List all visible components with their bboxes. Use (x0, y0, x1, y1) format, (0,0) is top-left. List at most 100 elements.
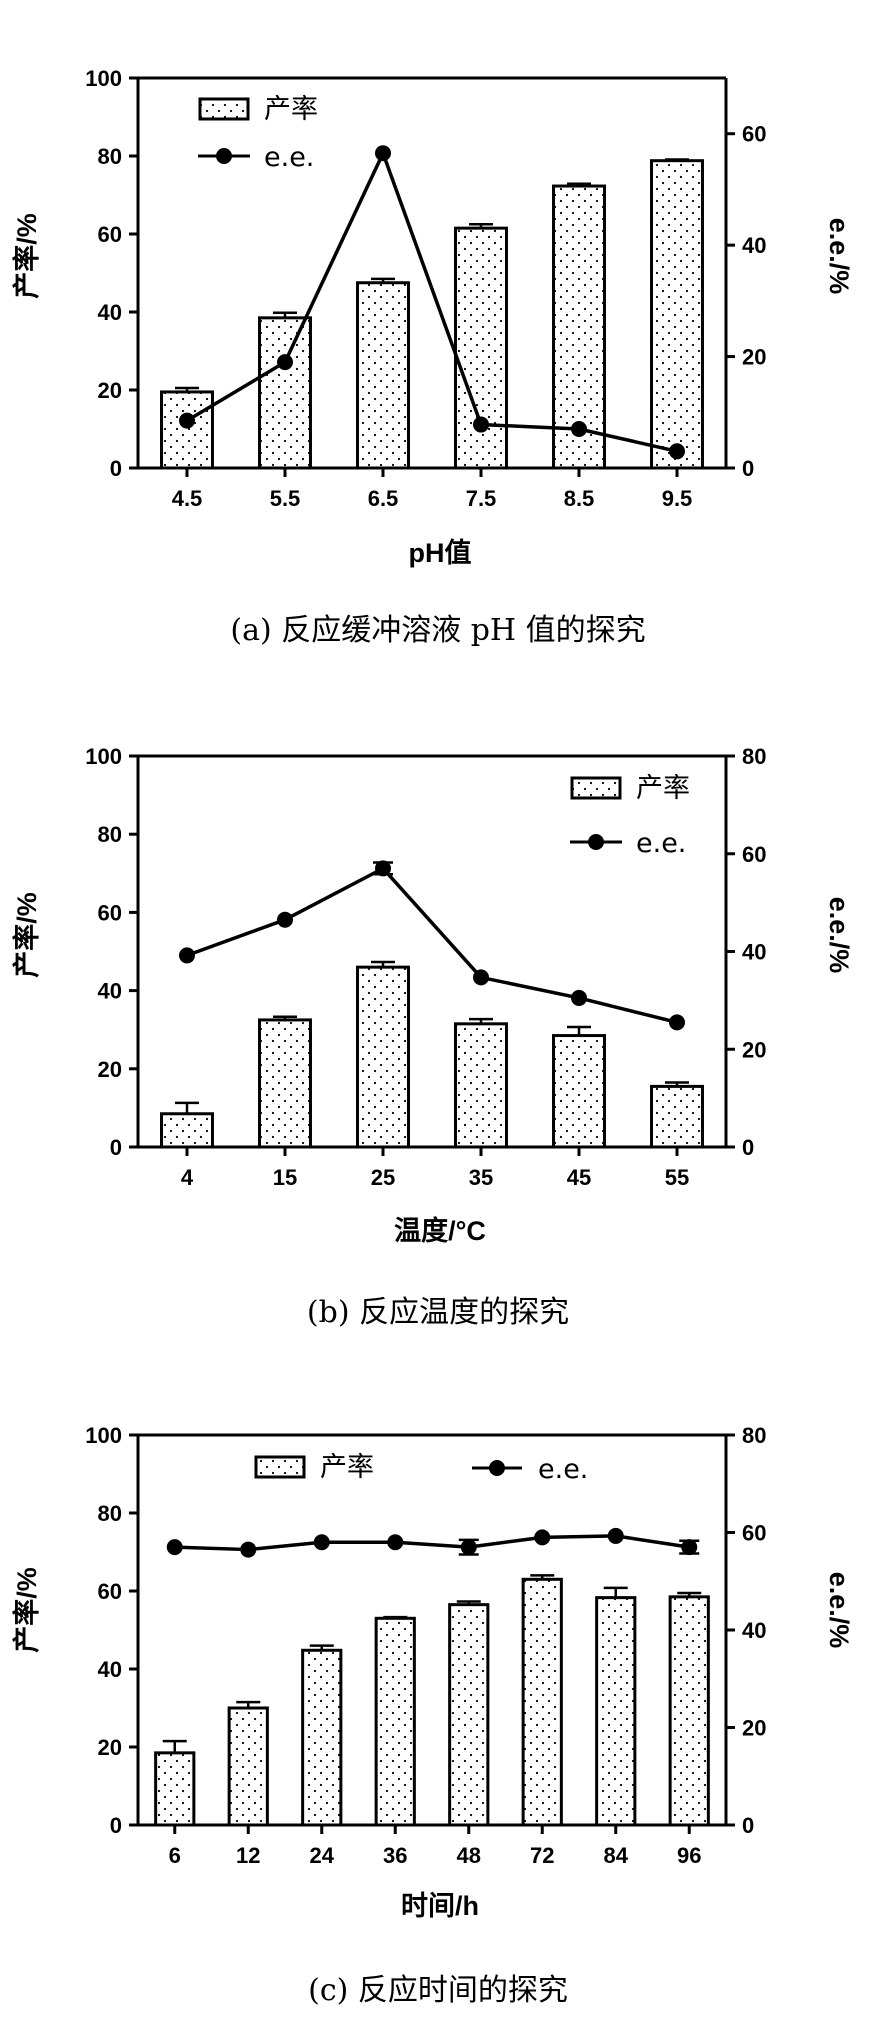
y-left-tick-label: 0 (110, 1813, 122, 1838)
ee-point-4 (179, 947, 195, 964)
legend: 产率 e.e. (198, 94, 318, 173)
ee-point-72 (534, 1529, 551, 1546)
legend: 产率 e.e. (254, 1452, 588, 1485)
y-left-tick-label: 60 (98, 900, 122, 925)
bar-6.5 (356, 281, 410, 470)
y-right-tick-label: 20 (742, 345, 766, 370)
ee-series-line (174, 1534, 690, 1552)
ee-point-55 (669, 1014, 685, 1031)
ee-point-8.5 (571, 421, 587, 437)
x-tick-label: 6.5 (368, 486, 399, 511)
ee-point-15 (277, 911, 293, 928)
plot-area: 0 20 40 60 80 100 0 20 40 60 80 4 15 25 35 45 55 (85, 744, 766, 1190)
bar-15 (258, 1018, 312, 1149)
x-tick-label: 7.5 (466, 486, 497, 511)
y-right-tick-label: 60 (742, 122, 766, 147)
y-right-tick-label: 0 (742, 1135, 754, 1160)
x-axis-label: 温度/°C (394, 1215, 486, 1246)
y-left-tick-label: 0 (110, 1135, 122, 1160)
y-right-tick-label: 80 (742, 1423, 766, 1448)
ee-point-7.5 (473, 416, 489, 433)
x-tick-label: 55 (665, 1165, 689, 1190)
x-tick-label: 45 (567, 1165, 591, 1190)
x-tick-label: 96 (677, 1843, 701, 1868)
y-right-tick-label: 60 (742, 1521, 766, 1546)
legend-label-ee: e.e. (264, 142, 314, 173)
chart-panel-c: 0 20 40 60 80 100 0 20 40 60 80 6 12 24 36 48 72 84 96 产率/… (11, 1423, 854, 2008)
x-tick-label: 15 (273, 1165, 297, 1190)
y-left-tick-label: 80 (98, 144, 122, 169)
y-right-tick-label: 20 (742, 1037, 766, 1062)
bar-96 (668, 1595, 710, 1827)
legend-label-yield: 产率 (636, 773, 690, 804)
x-axis-label: pH值 (409, 538, 472, 568)
bar-6 (154, 1751, 196, 1827)
legend: 产率 e.e. (570, 773, 690, 859)
y-left-tick-label: 20 (98, 1735, 122, 1760)
y-left-tick-label: 100 (85, 66, 122, 91)
y-left-tick-label: 100 (85, 744, 122, 769)
bar-4.5 (160, 390, 214, 470)
ee-point-12 (240, 1541, 257, 1558)
y-right-tick-label: 0 (742, 1813, 754, 1838)
y-right-tick-label: 20 (742, 1716, 766, 1741)
chart-panel-a: 0 20 40 60 80 100 0 20 40 60 4.5 5.5 6.5 7.5 8.5 9.5 产率… (11, 66, 854, 648)
ee-series-line (186, 866, 678, 1025)
bar-4 (160, 1112, 214, 1149)
y-axis-right-label: e.e./% (824, 1572, 854, 1649)
y-left-tick-label: 80 (98, 1501, 122, 1526)
y-left-tick-label: 20 (98, 378, 122, 403)
y-left-tick-label: 80 (98, 822, 122, 847)
y-left-tick-label: 0 (110, 456, 122, 481)
legend-marker (216, 148, 232, 164)
y-axis-left-label: 产率/% (11, 213, 42, 299)
ee-series-line (186, 151, 678, 453)
x-tick-label: 72 (530, 1843, 554, 1868)
legend-label-ee: e.e. (636, 828, 686, 859)
ee-point-96 (681, 1539, 698, 1556)
y-right-tick-label: 40 (742, 233, 766, 258)
y-axis-left-label: 产率/% (11, 1567, 42, 1653)
x-tick-label: 8.5 (564, 486, 595, 511)
x-tick-label: 4 (181, 1165, 194, 1190)
bar-5.5 (258, 316, 312, 470)
bar-48 (448, 1603, 490, 1827)
legend-marker (489, 1460, 505, 1476)
y-right-tick-label: 60 (742, 842, 766, 867)
panel-caption: (c) 反应时间的探究 (308, 1973, 568, 2008)
plot-area: 0 20 40 60 80 100 0 20 40 60 4.5 5.5 6.5 7.5 8.5 9.5 (85, 66, 766, 511)
ee-point-84 (607, 1527, 624, 1544)
x-tick-label: 36 (383, 1843, 407, 1868)
x-tick-label: 48 (457, 1843, 481, 1868)
ee-point-35 (473, 969, 489, 986)
y-left-tick-label: 60 (98, 1579, 122, 1604)
legend-label-yield: 产率 (264, 94, 318, 125)
x-tick-label: 5.5 (270, 486, 301, 511)
legend-bar-swatch (254, 1455, 306, 1479)
y-axis-right-label: e.e./% (824, 897, 854, 974)
ee-point-45 (571, 989, 587, 1006)
y-left-tick-label: 40 (98, 1657, 122, 1682)
y-right-tick-label: 40 (742, 1618, 766, 1643)
x-tick-label: 4.5 (172, 486, 203, 511)
bar-12 (227, 1706, 269, 1827)
bar-84 (595, 1596, 637, 1827)
ee-point-6 (166, 1539, 183, 1556)
y-axis-right-label: e.e./% (824, 218, 854, 295)
legend-label-ee: e.e. (538, 1454, 588, 1485)
y-left-tick-label: 20 (98, 1057, 122, 1082)
ee-point-9.5 (669, 443, 685, 460)
legend-bar-swatch (198, 97, 250, 121)
legend-marker (588, 834, 604, 850)
bar-35 (454, 1022, 508, 1149)
ee-point-4.5 (179, 412, 195, 429)
y-left-tick-label: 40 (98, 979, 122, 1004)
ee-point-6.5 (375, 145, 391, 162)
panel-caption: (a) 反应缓冲溶液 pH 值的探究 (230, 613, 645, 648)
x-axis-label: 时间/h (401, 1891, 479, 1921)
bar-9.5 (650, 159, 704, 470)
bar-72 (521, 1577, 563, 1827)
bar-24 (301, 1648, 343, 1827)
bar-55 (650, 1084, 704, 1149)
x-tick-label: 12 (236, 1843, 260, 1868)
